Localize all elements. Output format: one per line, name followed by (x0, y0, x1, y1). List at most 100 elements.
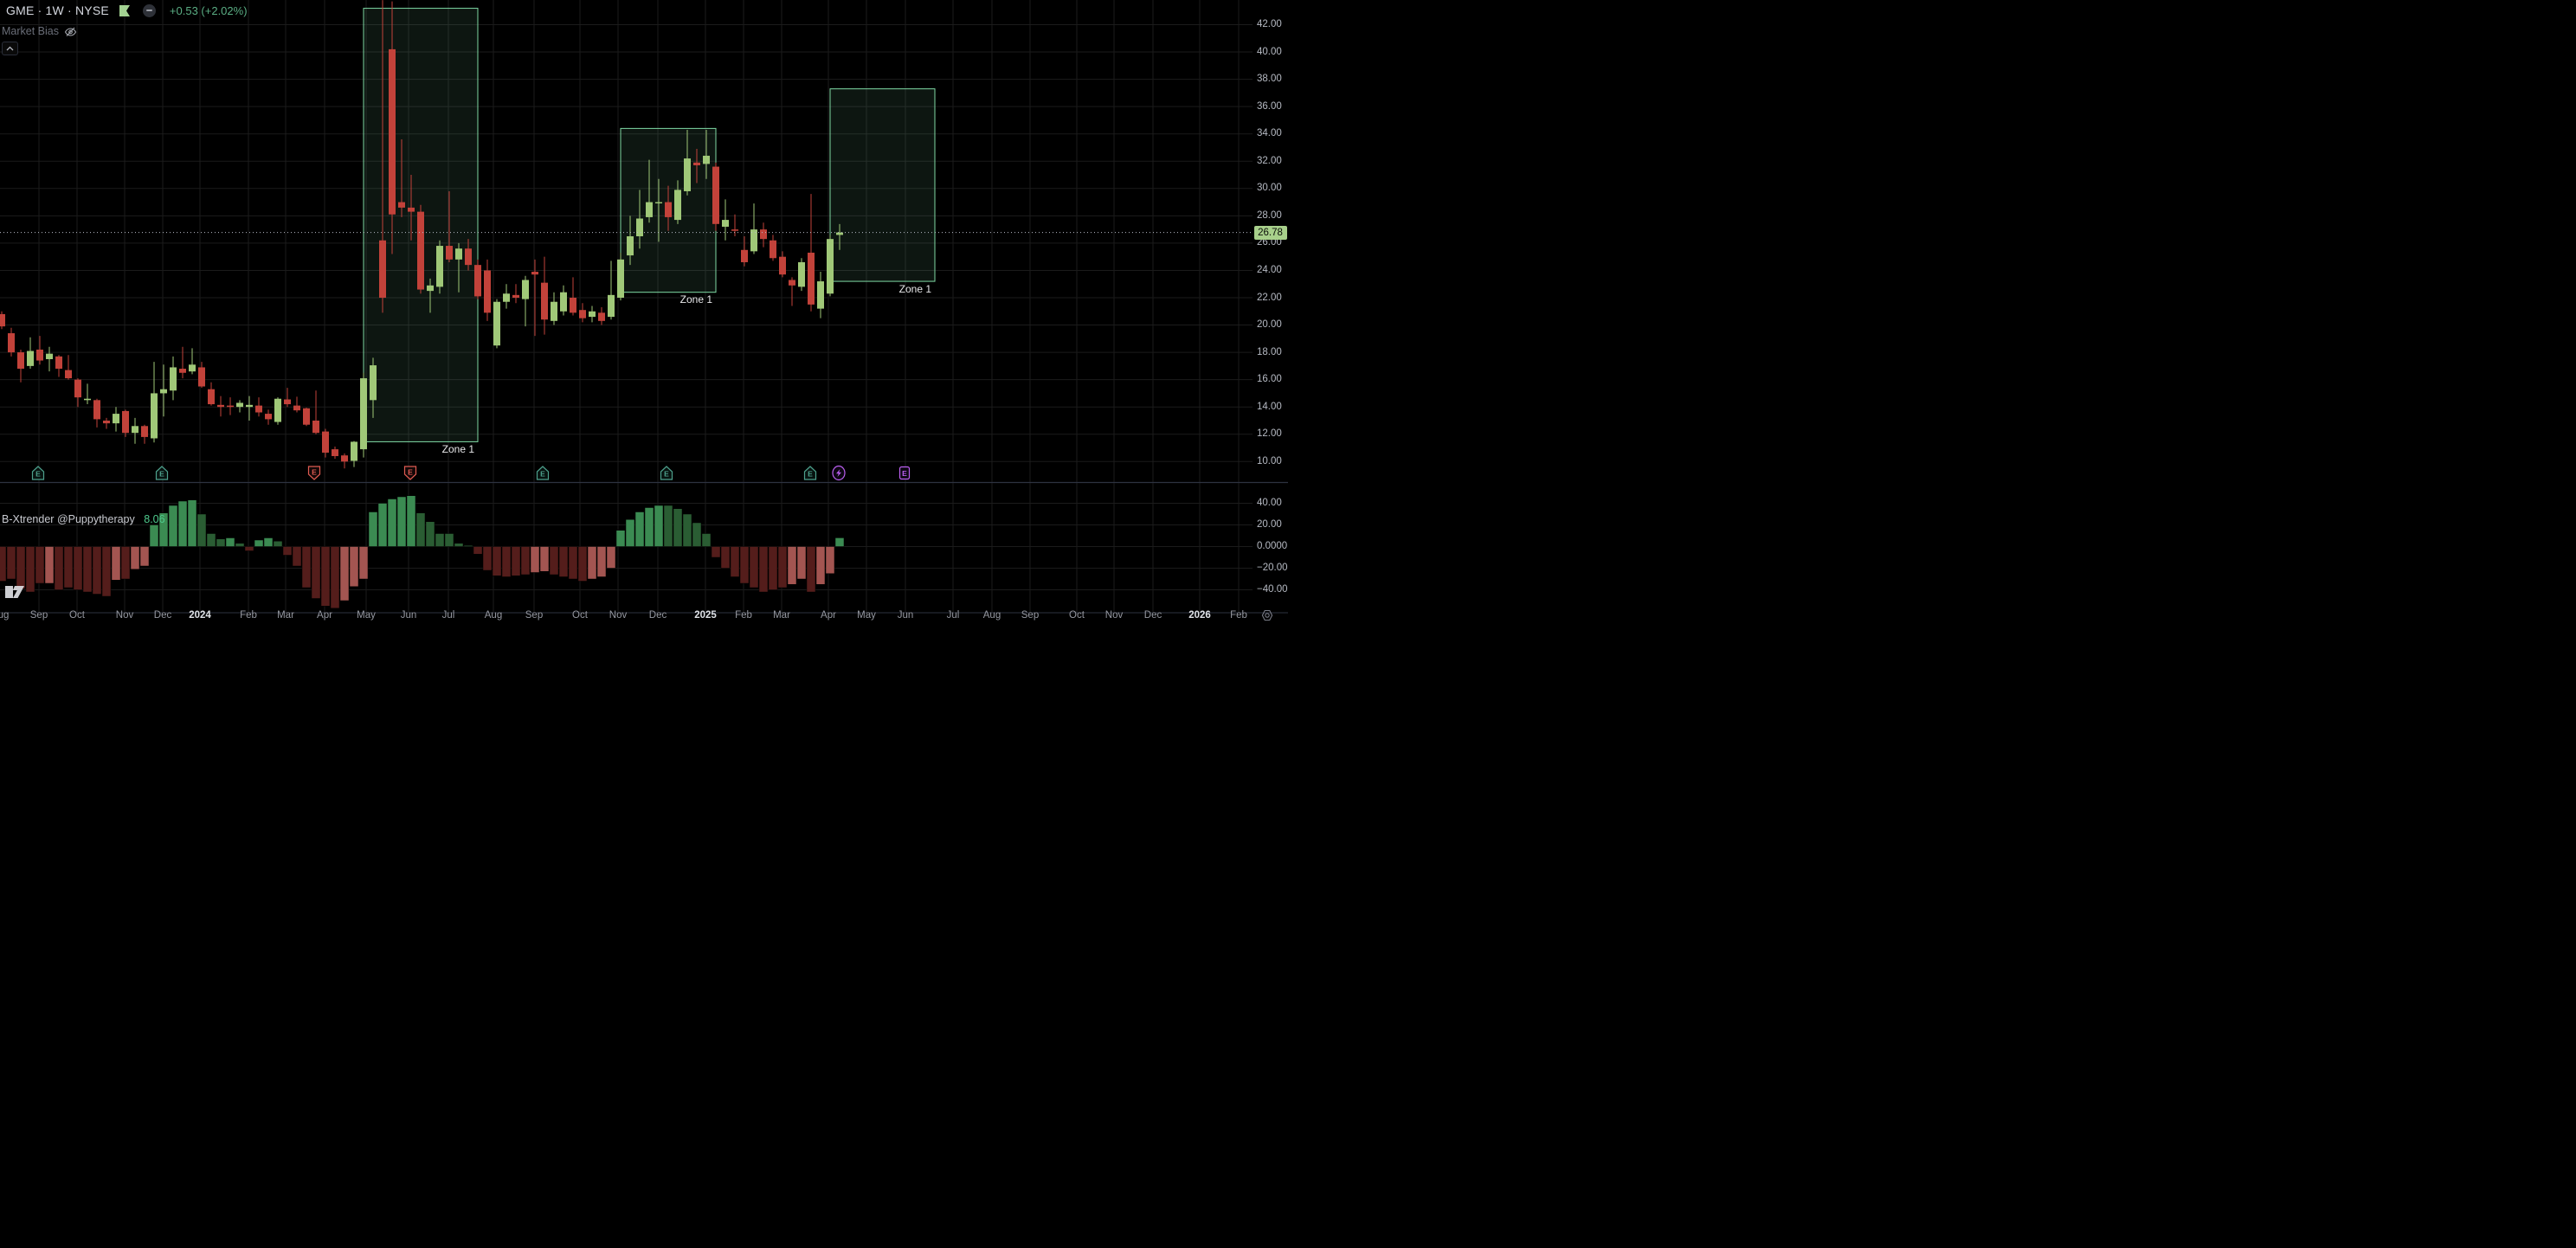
price-tick-label: 38.00 (1257, 74, 1282, 85)
candle-body (531, 272, 538, 275)
indicator-row-market-bias[interactable]: Market Bias (2, 25, 77, 37)
histogram-bar (63, 546, 74, 589)
histogram-bar (749, 546, 759, 589)
histogram-bar (349, 546, 359, 587)
symbol-title[interactable]: GME · 1W · NYSE (6, 3, 109, 17)
candle-body (217, 404, 224, 408)
candle-body (503, 293, 510, 302)
price-tick-label: 34.00 (1257, 128, 1282, 139)
earnings-badge-icon[interactable]: E (155, 466, 169, 480)
histogram-bar (615, 530, 626, 547)
candle-body (198, 367, 205, 387)
histogram-bar (739, 546, 750, 584)
histogram-bar (158, 512, 169, 547)
flag-icon[interactable] (119, 4, 131, 16)
candle-body (179, 369, 186, 373)
earnings-badge-icon[interactable]: E (803, 466, 817, 480)
market-bias-label: Market Bias (2, 25, 59, 37)
histogram-bar (16, 546, 26, 589)
zone-label[interactable]: Zone 1 (441, 443, 474, 455)
price-tick-label: 16.00 (1257, 374, 1282, 385)
histogram-bar (587, 546, 597, 580)
candle-body (712, 166, 719, 224)
zone-label[interactable]: Zone 1 (898, 283, 931, 295)
candle-body (827, 239, 834, 294)
price-tick-label: 30.00 (1257, 183, 1282, 194)
price-tick-label: 24.00 (1257, 264, 1282, 275)
candle-body (417, 211, 424, 290)
eye-off-icon[interactable] (64, 26, 77, 37)
histogram-bar (35, 546, 45, 584)
supply-demand-zone[interactable] (829, 88, 936, 282)
time-tick-month: Dec (1143, 610, 1162, 621)
histogram-bar (254, 539, 264, 547)
histogram-bar (758, 546, 769, 593)
histogram-bar (825, 546, 835, 574)
histogram-bar (82, 546, 93, 593)
earnings-badge-icon[interactable]: E (307, 466, 321, 480)
svg-text:E: E (664, 470, 669, 479)
time-tick-month: Nov (609, 610, 628, 621)
candle-body (484, 270, 491, 313)
histogram-bar (396, 496, 407, 547)
candle-body (798, 261, 805, 287)
candle-body (617, 259, 624, 298)
candle-body (693, 162, 700, 165)
histogram-bar (263, 537, 274, 547)
candle-body (227, 405, 234, 408)
tradingview-logo[interactable] (5, 586, 24, 598)
candle-body (46, 353, 53, 359)
histogram-bar (492, 546, 502, 576)
histogram-bar (644, 507, 654, 547)
candle-body (836, 232, 843, 235)
price-tick-label: 20.00 (1257, 319, 1282, 331)
candle-body (265, 414, 272, 420)
candle-body (351, 441, 357, 461)
candle-body (322, 431, 329, 454)
histogram-bar (701, 533, 712, 547)
svg-text:E: E (408, 467, 413, 476)
time-tick-month: Jul (946, 610, 960, 621)
collapse-pane-button[interactable] (2, 42, 18, 55)
price-change: +0.53 (+2.02%) (169, 3, 248, 17)
histogram-bar (177, 500, 188, 547)
earnings-badge-icon[interactable]: E (403, 466, 417, 480)
histogram-bar (73, 546, 83, 590)
candle-body (741, 249, 748, 262)
earnings-badge-icon[interactable]: E (536, 466, 550, 480)
indicator-header[interactable]: B-Xtrender @Puppytherapy 8.06 (2, 513, 165, 525)
histogram-bar (368, 511, 378, 547)
price-axis[interactable]: 42.00 40.00 38.00 36.00 34.00 32.00 30.00 28.00… (1253, 0, 1288, 624)
earnings-badge-icon[interactable]: E (660, 466, 673, 480)
zone-label[interactable]: Zone 1 (679, 293, 712, 306)
candle-body (341, 455, 348, 462)
candle-body (474, 265, 481, 297)
time-axis[interactable]: ug Sep Oct Nov Dec 2024 Feb Mar Apr May Jun Jul Aug S… (0, 608, 1288, 624)
histogram-bar (501, 546, 512, 577)
time-tick-month: Jul (441, 610, 455, 621)
histogram-bar (225, 537, 235, 547)
earnings-badge-icon[interactable]: E (898, 466, 911, 480)
candle-body (570, 298, 576, 313)
candle-body (731, 229, 738, 231)
candle-body (332, 449, 338, 456)
histogram-bar (549, 546, 559, 576)
histogram-bar (511, 546, 521, 576)
lightning-badge-icon[interactable] (832, 465, 846, 481)
svg-text:E: E (312, 467, 317, 476)
axis-settings-icon[interactable] (1261, 609, 1273, 621)
time-tick-month: ug (0, 610, 10, 621)
candle-body (103, 420, 110, 424)
earnings-badge-icon[interactable]: E (31, 466, 45, 480)
histogram-bar (54, 546, 64, 590)
indicator-author: @Puppytherapy (56, 513, 135, 525)
histogram-bar (206, 533, 216, 547)
time-tick-month: Aug (982, 610, 1001, 621)
histogram-bar (606, 546, 616, 569)
histogram-bar (682, 513, 692, 547)
candle-body (132, 426, 138, 434)
histogram-bar (415, 512, 426, 547)
hide-toggle-button[interactable] (142, 3, 156, 17)
time-tick-month: May (357, 610, 376, 621)
